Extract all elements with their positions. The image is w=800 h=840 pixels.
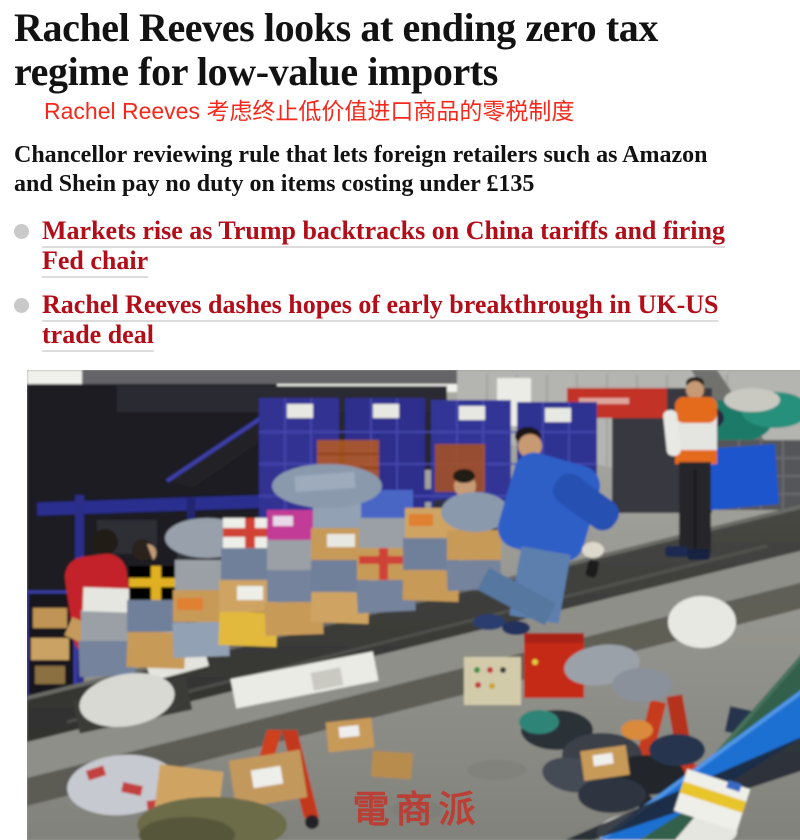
article-photo: 電商派 (27, 369, 800, 840)
warehouse-photo-illustration: 電商派 (27, 369, 800, 840)
standfirst: Chancellor reviewing rule that lets fore… (14, 141, 708, 198)
bullet-icon (14, 224, 29, 240)
related-link-item: Markets rise as Trump backtracks on Chin… (14, 216, 786, 276)
related-link-item: Rachel Reeves dashes hopes of early brea… (14, 290, 786, 350)
parcel-pile (78, 463, 509, 677)
headline-translation: Rachel Reeves 考虑终止低价值进口商品的零税制度 (44, 98, 575, 125)
related-links-list: Markets rise as Trump backtracks on Chin… (14, 216, 786, 350)
headline: Rachel Reeves looks at ending zero tax r… (14, 5, 658, 94)
worker-blue-jacket (473, 426, 619, 635)
bullet-icon (14, 297, 29, 313)
related-link-reeves-trade-deal[interactable]: Rachel Reeves dashes hopes of early brea… (42, 289, 719, 349)
worker-standing-on-belt (663, 376, 717, 560)
photo-watermark: 電商派 (353, 788, 482, 831)
related-link-markets-trump[interactable]: Markets rise as Trump backtracks on Chin… (42, 216, 725, 276)
